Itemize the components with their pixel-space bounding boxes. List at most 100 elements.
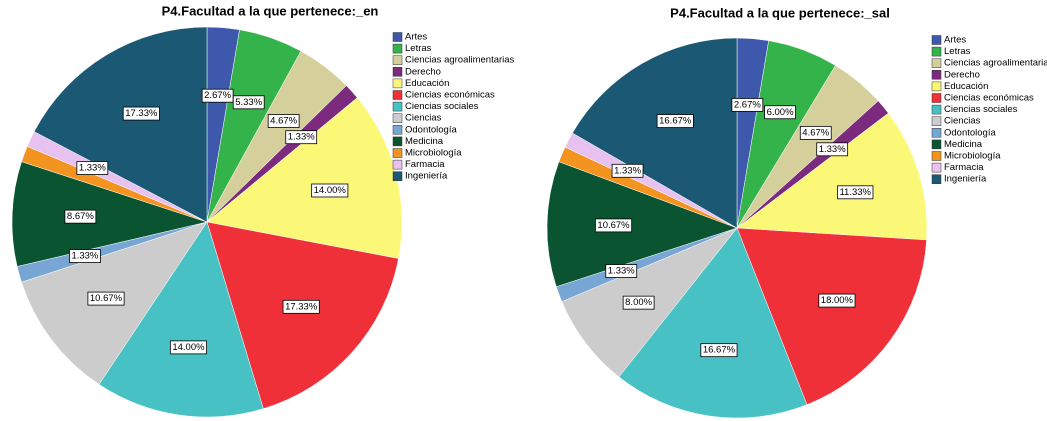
data-label-box <box>656 114 694 128</box>
legend-label: Odontología <box>944 127 996 138</box>
data-label: 8.00% <box>622 295 655 310</box>
data-label-text: 16.67% <box>703 345 736 356</box>
legend-label: Derecho <box>944 69 980 80</box>
legend-label: Microbiología <box>944 151 1001 162</box>
data-label: 2.67% <box>201 88 234 103</box>
data-label-text: 11.33% <box>839 187 871 198</box>
pie-slice <box>98 221 264 418</box>
data-label: 18.00% <box>818 293 856 308</box>
legend-label: Ingeniería <box>944 174 987 185</box>
data-label: 1.33% <box>605 264 638 278</box>
legend-swatch <box>392 136 403 147</box>
data-label-text: 14.00% <box>172 342 205 353</box>
data-label-box <box>837 185 874 200</box>
pie-slice <box>33 26 208 223</box>
pie-slice <box>736 227 927 405</box>
data-label-text: 10.67% <box>597 220 630 231</box>
data-label-text: 1.33% <box>288 132 315 143</box>
legend-swatch <box>931 151 942 161</box>
data-label-text: 5.33% <box>235 97 262 108</box>
data-label-box <box>622 295 655 310</box>
legend-label: Ciencias sociales <box>944 104 1018 115</box>
legend-label: Ciencias económicas <box>405 90 495 101</box>
data-label-box <box>76 161 109 175</box>
data-label-box <box>818 293 856 308</box>
legend-swatch <box>392 148 403 158</box>
legend-swatch <box>392 171 403 181</box>
data-label-text: 1.33% <box>71 251 98 262</box>
legend-label: Derecho <box>405 66 441 77</box>
data-label: 1.33% <box>816 142 849 157</box>
data-label: 14.00% <box>311 183 349 198</box>
legend-swatch <box>931 70 942 80</box>
data-label: 14.00% <box>169 340 207 355</box>
legend-swatch <box>392 43 403 54</box>
pie-slice <box>736 112 928 241</box>
data-label-box <box>605 264 638 278</box>
data-label-box <box>87 291 125 306</box>
data-label-box <box>267 114 300 128</box>
data-label-text: 18.00% <box>821 295 854 306</box>
pie-slice <box>11 161 208 267</box>
data-label-box <box>232 95 265 110</box>
legend-swatch <box>392 113 403 123</box>
data-label-text: 1.33% <box>608 266 635 277</box>
data-label: 16.67% <box>700 343 738 358</box>
data-label-text: 8.67% <box>67 211 94 222</box>
data-label: 10.67% <box>87 291 125 306</box>
legend-label: Educación <box>405 78 449 89</box>
data-label: 11.33% <box>837 185 874 200</box>
legend-swatch <box>931 104 942 115</box>
data-label-box <box>285 130 318 145</box>
data-label: 10.67% <box>595 218 633 233</box>
data-label-box <box>282 299 320 314</box>
legend-label: Farmacia <box>405 159 445 170</box>
data-label-box <box>311 183 349 198</box>
data-label: 5.33% <box>232 95 265 110</box>
data-label-text: 10.67% <box>90 293 123 304</box>
legend-label: Letras <box>405 43 432 54</box>
legend-swatch <box>931 93 942 103</box>
legend-label: Educación <box>944 81 988 92</box>
pie-slice <box>618 227 808 419</box>
legend-swatch <box>392 125 403 135</box>
data-label-text: 1.33% <box>79 163 106 174</box>
data-label: 1.33% <box>69 249 101 263</box>
legend-swatch <box>931 81 942 92</box>
data-label-box <box>611 163 644 178</box>
legend-swatch <box>392 55 403 65</box>
data-label-text: 17.33% <box>285 301 318 312</box>
data-label-text: 1.33% <box>614 165 641 176</box>
legend-swatch <box>392 32 403 42</box>
data-label: 4.67% <box>799 125 832 140</box>
legend-swatch <box>392 101 403 112</box>
data-label-box <box>64 209 97 224</box>
legend-label: Microbiología <box>405 148 462 159</box>
legend-swatch <box>931 35 942 45</box>
legend-swatch <box>931 116 942 126</box>
data-label: 6.00% <box>764 105 796 120</box>
legend-swatch <box>931 174 942 184</box>
legend-swatch <box>392 78 403 89</box>
legend-label: Letras <box>944 46 971 57</box>
legend-swatch <box>931 162 942 173</box>
data-label-text: 16.67% <box>659 116 692 127</box>
legend-swatch <box>931 139 942 150</box>
legend-swatch <box>931 58 942 68</box>
data-label: 1.33% <box>611 163 644 178</box>
data-label-box <box>731 98 764 112</box>
legend-label: Ingeniería <box>405 171 448 182</box>
data-label: 17.33% <box>122 106 160 121</box>
data-label-box <box>122 106 160 121</box>
data-label: 17.33% <box>282 299 320 314</box>
legend-label: Medicina <box>405 136 444 147</box>
data-label-box <box>595 218 633 233</box>
data-label: 1.33% <box>285 130 318 145</box>
data-label-text: 17.33% <box>125 108 158 119</box>
legend-swatch <box>392 159 403 170</box>
pie-slice <box>572 37 738 229</box>
chart-title: P4.Facultad a la que pertenece:_en <box>162 3 379 18</box>
data-label: 16.67% <box>656 114 694 128</box>
data-label-box <box>764 105 796 120</box>
